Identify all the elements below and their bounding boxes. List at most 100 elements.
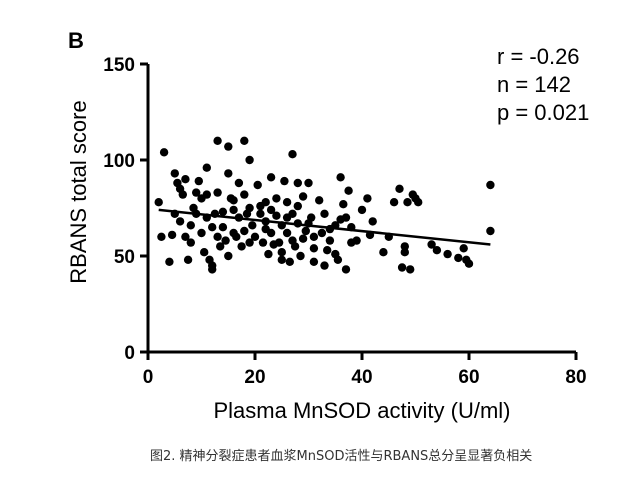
data-point <box>167 230 177 240</box>
data-point <box>248 221 257 230</box>
regression-line <box>158 208 491 246</box>
data-point <box>208 223 217 232</box>
data-point <box>218 207 228 216</box>
x-tick-label: 20 <box>244 367 265 388</box>
x-axis: 0 20 40 60 80 <box>143 350 587 388</box>
y-tick-label: 50 <box>114 247 135 268</box>
data-point <box>245 238 254 247</box>
data-point <box>224 169 233 178</box>
data-point <box>192 188 201 197</box>
data-point <box>216 242 225 251</box>
data-point <box>304 178 313 188</box>
data-point <box>357 205 367 215</box>
data-point <box>397 263 407 272</box>
data-point <box>218 223 228 232</box>
data-point <box>379 248 388 257</box>
data-point <box>186 221 195 230</box>
data-point <box>237 242 246 251</box>
data-point <box>400 242 409 251</box>
data-point <box>178 190 187 199</box>
data-point <box>232 232 241 241</box>
regression-line-group <box>158 208 491 246</box>
data-point <box>443 249 452 259</box>
data-point <box>389 198 399 207</box>
y-tick-label: 100 <box>103 151 135 172</box>
y-tick-label: 0 <box>124 343 135 364</box>
data-point <box>347 238 356 247</box>
data-point <box>256 209 265 218</box>
data-point <box>202 190 211 199</box>
data-point <box>202 163 211 172</box>
data-point <box>464 259 474 268</box>
x-tick-label: 60 <box>458 367 479 388</box>
data-point <box>363 194 372 203</box>
data-point <box>333 255 343 264</box>
stat-r: r = -0.26 <box>497 44 580 69</box>
data-point <box>181 232 190 241</box>
data-points <box>154 136 495 274</box>
data-point <box>208 261 217 270</box>
data-point <box>213 188 222 197</box>
data-point <box>186 238 195 247</box>
data-point <box>258 238 268 247</box>
y-axis: 0 50 100 150 <box>103 55 150 364</box>
data-point <box>454 253 463 263</box>
y-axis-title: RBANS total score <box>66 100 91 283</box>
data-point <box>486 180 495 190</box>
data-point <box>400 248 409 257</box>
data-point <box>341 265 351 274</box>
data-point <box>298 234 308 243</box>
data-point <box>414 198 423 207</box>
data-point <box>403 198 412 207</box>
data-point <box>336 173 345 182</box>
data-point <box>200 248 209 257</box>
data-point <box>240 226 249 236</box>
data-point <box>272 194 281 203</box>
data-point <box>320 261 329 270</box>
data-point <box>317 228 327 238</box>
data-point <box>154 198 163 207</box>
data-point <box>170 169 179 178</box>
data-point <box>277 255 286 264</box>
data-point <box>261 224 270 234</box>
data-point <box>432 246 442 255</box>
data-point <box>293 201 302 211</box>
x-tick-label: 40 <box>351 367 372 388</box>
stat-n: n = 142 <box>497 72 571 97</box>
data-point <box>175 217 185 226</box>
data-point <box>229 205 238 215</box>
data-point <box>323 246 332 255</box>
data-point <box>245 203 254 213</box>
data-point <box>296 251 305 261</box>
data-point <box>301 226 310 236</box>
data-point <box>368 217 377 226</box>
data-point <box>240 190 249 199</box>
data-point <box>298 192 308 201</box>
data-point <box>285 257 294 266</box>
data-point <box>157 232 166 241</box>
data-point <box>459 244 468 253</box>
x-tick-label: 80 <box>565 367 586 388</box>
data-point <box>240 136 249 145</box>
data-point <box>309 232 319 241</box>
data-point <box>197 228 206 238</box>
data-point <box>280 176 289 186</box>
data-point <box>224 251 233 261</box>
data-point <box>320 209 329 218</box>
data-point <box>250 232 260 241</box>
data-point <box>224 142 233 151</box>
data-point <box>288 150 297 159</box>
stat-p: p = 0.021 <box>497 100 589 125</box>
data-point <box>266 205 276 215</box>
data-point <box>486 226 495 236</box>
data-point <box>282 228 292 238</box>
data-point <box>213 136 222 145</box>
y-tick-label: 150 <box>103 55 135 76</box>
data-point <box>277 248 286 257</box>
data-point <box>183 255 193 264</box>
data-point <box>427 240 436 249</box>
data-point <box>266 173 276 182</box>
data-point <box>309 244 319 253</box>
data-point <box>339 200 348 209</box>
data-point <box>264 249 273 259</box>
